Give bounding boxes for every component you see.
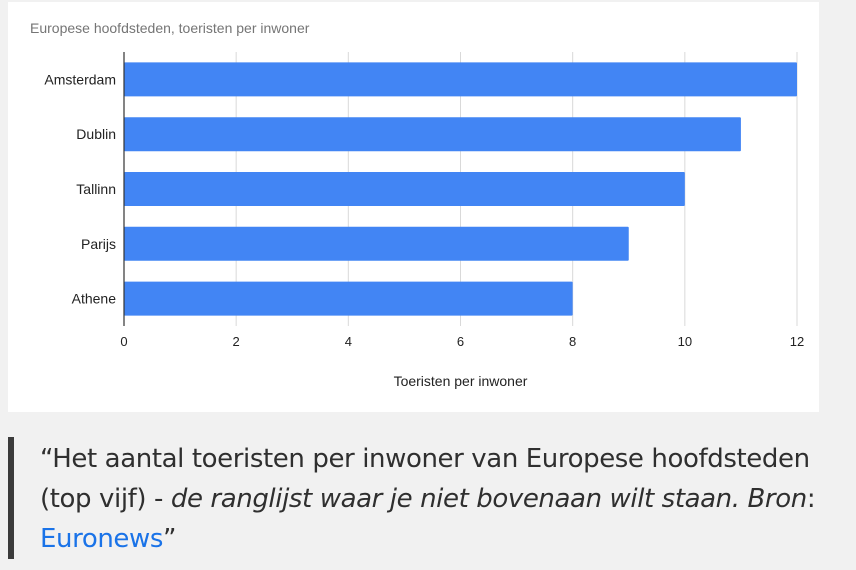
caption-quote-open: “ [40, 444, 53, 474]
x-tick-label: 10 [678, 334, 692, 349]
bar [124, 62, 797, 97]
caption-italic-text: de ranglijst waar je niet bovenaan wilt … [170, 484, 807, 514]
bar-chart: 0 2 4 6 8 10 12 Amsterdam Dublin Tallinn Parijs Ath… [44, 52, 804, 389]
bar [124, 281, 573, 316]
category-label: Dublin [76, 126, 116, 142]
x-tick-label: 6 [457, 334, 464, 349]
x-tick-label: 0 [120, 334, 127, 349]
caption-text: “Het aantal toeristen per inwoner van Eu… [40, 439, 820, 559]
source-link[interactable]: Euronews [40, 524, 164, 554]
x-axis-title: Toeristen per inwoner [394, 373, 528, 389]
x-tick-label: 2 [233, 334, 240, 349]
category-label: Tallinn [76, 181, 116, 197]
category-label: Parijs [81, 236, 116, 252]
caption-plain-text: Het aantal toeristen per inwoner van Eur… [40, 444, 810, 514]
chart-card: Europese hoofdsteden, toeristen per inwo… [8, 2, 819, 412]
category-label: Athene [72, 291, 117, 307]
image-caption: “Het aantal toeristen per inwoner van Eu… [8, 437, 856, 559]
x-tick-label: 8 [569, 334, 576, 349]
bar [124, 226, 629, 261]
x-tick-label: 4 [345, 334, 352, 349]
caption-quote-close: ” [163, 524, 177, 554]
caption-colon: : [806, 484, 816, 514]
category-label: Amsterdam [44, 71, 116, 87]
bar [124, 172, 685, 206]
caption-quote-bar [8, 437, 14, 559]
chart-title: Europese hoofdsteden, toeristen per inwo… [30, 20, 310, 36]
bar [124, 117, 741, 152]
x-tick-label: 12 [790, 334, 804, 349]
